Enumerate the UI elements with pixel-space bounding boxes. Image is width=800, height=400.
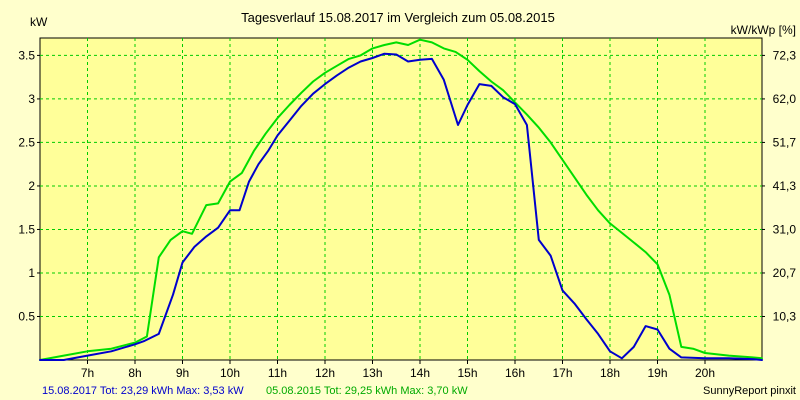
y-tick-label-right: 51,7 (773, 135, 797, 149)
y-axis-right-label: kW/kWp [%] (731, 23, 796, 37)
y-axis-right: 10,3 20,7 31,0 41,3 51,7 62,0 72,3 (762, 48, 796, 323)
series-line-15-08-2017 (39, 52, 763, 361)
plot-area (39, 37, 763, 361)
y-tick-label-left: 1.5 (18, 222, 35, 236)
x-tick-label: 19h (647, 366, 667, 380)
y-axis-left-label: kW (30, 15, 48, 29)
x-tick-label: 13h (362, 366, 382, 380)
credit-text: SunnyReport pinxit (703, 385, 796, 397)
y-tick-label-right: 41,3 (773, 179, 797, 193)
y-tick-label-right: 31,0 (773, 222, 797, 236)
y-tick-label-right: 62,0 (773, 92, 797, 106)
x-tick-label: 16h (505, 366, 525, 380)
y-tick-label-right: 72,3 (773, 48, 797, 62)
y-tick-label-left: 1 (28, 266, 35, 280)
x-tick-label: 10h (220, 366, 240, 380)
x-tick-label: 7h (81, 366, 94, 380)
x-tick-label: 20h (695, 366, 715, 380)
y-tick-label-left: 2 (28, 179, 35, 193)
grid-lines (40, 38, 762, 360)
y-tick-label-left: 0.5 (18, 309, 35, 323)
legend-series-2: 05.08.2015 Tot: 29,25 kWh Max: 3,70 kW (266, 385, 468, 397)
series-layer (39, 38, 763, 361)
series-line-05-08-2015 (39, 38, 763, 361)
x-tick-label: 15h (457, 366, 477, 380)
y-tick-label-left: 3.5 (18, 48, 35, 62)
x-axis: 7h 8h 9h 10h 11h 12h 13h 14h 15h 16h 17h 18h 19h 20h (81, 360, 715, 380)
y-tick-label-right: 20,7 (773, 266, 797, 280)
x-tick-label: 18h (600, 366, 620, 380)
x-tick-label: 8h (128, 366, 141, 380)
x-tick-label: 14h (410, 366, 430, 380)
y-tick-label-right: 10,3 (773, 309, 797, 323)
x-tick-label: 11h (268, 366, 287, 380)
x-tick-label: 12h (315, 366, 335, 380)
y-axis-left: 0.5 1 1.5 2 2.5 3 3.5 (18, 48, 40, 323)
legend-series-1: 15.08.2017 Tot: 23,29 kWh Max: 3,53 kW (42, 385, 244, 397)
y-tick-label-left: 3 (28, 92, 35, 106)
x-tick-label: 9h (176, 366, 189, 380)
chart-title: Tagesverlauf 15.08.2017 im Vergleich zum… (241, 10, 555, 25)
y-tick-label-left: 2.5 (18, 135, 35, 149)
x-tick-label: 17h (552, 366, 572, 380)
